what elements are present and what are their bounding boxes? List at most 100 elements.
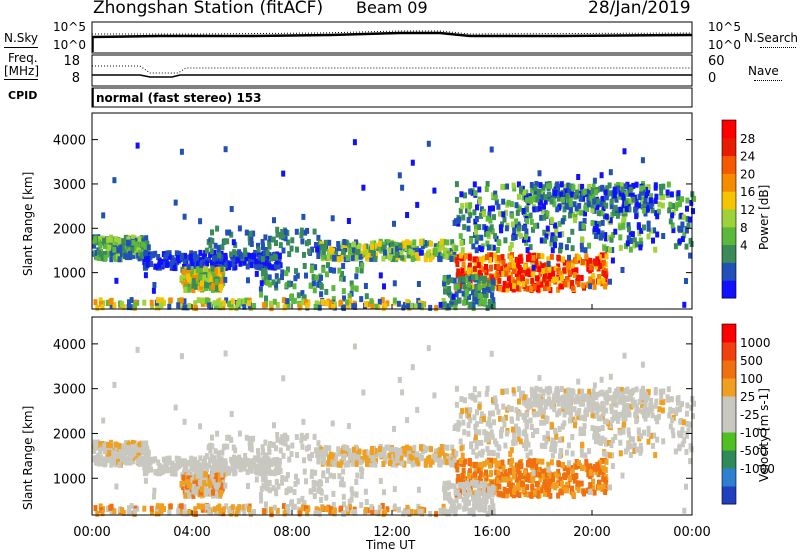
velocity-cell — [605, 451, 610, 458]
power-cell — [692, 195, 696, 202]
power-cell — [290, 293, 294, 300]
power-cell — [531, 271, 536, 278]
freq-trace — [92, 74, 692, 78]
power-cell — [155, 302, 160, 309]
velocity-cell — [479, 451, 484, 458]
power-cell — [503, 209, 508, 216]
power-cell — [242, 298, 247, 305]
power-cell — [291, 298, 296, 305]
power-cell — [615, 212, 620, 219]
velocity-cell — [259, 497, 264, 504]
velocity-cell — [567, 417, 572, 424]
power-cell — [513, 279, 517, 286]
power-cell — [212, 300, 217, 307]
power-cell — [556, 263, 561, 270]
freq-unit-label: [MHz] — [4, 64, 40, 78]
power-cell — [352, 139, 357, 146]
power-cell — [686, 222, 691, 229]
power-cell — [418, 249, 423, 256]
power-cell — [122, 246, 127, 253]
velocity-cell — [409, 509, 413, 516]
power-cell — [492, 214, 496, 221]
velocity-cell — [239, 458, 244, 465]
nsky-label: N.Sky — [4, 31, 39, 45]
velocity-cell — [143, 455, 148, 462]
power-cell — [618, 224, 623, 231]
power-cell — [582, 218, 587, 224]
velocity-cell — [386, 444, 391, 451]
velocity-cell — [516, 430, 521, 437]
power-cell — [509, 255, 514, 262]
velocity-cell — [395, 451, 400, 457]
velocity-cell — [249, 440, 254, 447]
power-cell — [446, 287, 451, 294]
power-cell — [473, 190, 478, 197]
velocity-cell — [313, 469, 318, 476]
power-cell — [680, 236, 685, 243]
velocity-cell — [536, 484, 541, 491]
velocity-cell — [267, 480, 272, 486]
velocity-cell — [176, 508, 181, 515]
velocity-cell — [489, 449, 494, 456]
velocity-cell — [540, 468, 545, 475]
velocity-cell — [642, 412, 646, 419]
velocity-cell — [102, 443, 107, 450]
power-cell — [596, 220, 601, 227]
power-cell — [631, 196, 636, 203]
velocity-cell — [566, 387, 571, 394]
velocity-cell — [399, 454, 404, 461]
velocity-cell — [136, 451, 141, 458]
power-cell — [550, 217, 555, 224]
power-cell — [392, 280, 397, 287]
velocity-cell — [323, 445, 328, 452]
power-cell — [541, 184, 546, 191]
power-cell — [196, 262, 200, 269]
power-cell — [458, 282, 462, 289]
power-cell — [157, 258, 162, 265]
power-cell — [474, 238, 479, 245]
velocity-cell — [222, 443, 227, 450]
velocity-cell — [592, 431, 597, 438]
power-cell — [496, 255, 501, 261]
velocity-cell — [531, 432, 535, 438]
power-cell — [557, 231, 562, 238]
power-cell — [592, 283, 597, 290]
power-cell — [514, 270, 519, 277]
velocity-cell — [274, 463, 279, 470]
power-cell — [477, 293, 482, 299]
velocity-cell — [678, 406, 682, 413]
power-cell — [194, 283, 199, 290]
power-cell — [314, 242, 318, 248]
velocity-cell — [220, 482, 225, 489]
power-cell — [587, 242, 592, 249]
velocity-cell — [535, 481, 539, 487]
velocity-cell — [523, 416, 528, 423]
velocity-cell — [274, 478, 279, 485]
velocity-cell — [186, 475, 191, 482]
power-cell — [283, 235, 288, 242]
velocity-cell — [233, 469, 238, 476]
velocity-cell — [285, 472, 290, 479]
power-cell — [474, 247, 479, 254]
velocity-cell — [430, 458, 435, 465]
velocity-cell — [324, 506, 329, 512]
velocity-cell — [237, 430, 242, 437]
power-cell — [571, 268, 576, 275]
velocity-cell — [394, 447, 399, 454]
power-cell — [501, 211, 506, 218]
power-cell — [428, 304, 433, 311]
power-cell — [519, 185, 523, 192]
power-cell — [543, 237, 548, 244]
power-cell — [362, 244, 367, 251]
power-cell — [491, 297, 496, 304]
velocity-cell — [523, 430, 528, 437]
velocity-cell — [648, 402, 653, 409]
velocity-cell — [139, 457, 144, 464]
velocity-cell — [474, 443, 479, 450]
power-cell — [187, 286, 192, 293]
power-cell — [170, 263, 174, 270]
velocity-cell — [583, 452, 588, 459]
velocity-cell — [494, 485, 499, 492]
velocity-cell — [510, 426, 515, 433]
power-cell — [516, 225, 521, 232]
